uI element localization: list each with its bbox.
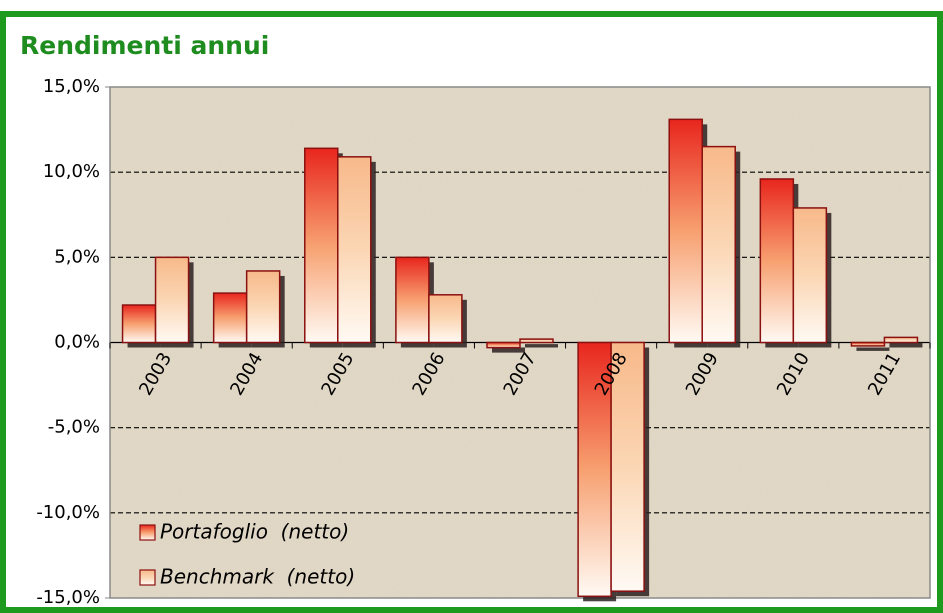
y-tick-label: -5,0% (48, 417, 100, 438)
bar (759, 178, 795, 344)
bar (486, 341, 521, 349)
bar (850, 341, 886, 347)
bar-shadow (889, 342, 923, 348)
bar (883, 336, 919, 344)
bar (395, 256, 430, 344)
bar (337, 156, 372, 344)
bar (245, 270, 281, 344)
bar (212, 292, 248, 344)
bar (668, 118, 703, 344)
y-tick-label: -15,0% (36, 587, 100, 608)
bar (304, 147, 339, 344)
bar (154, 256, 190, 344)
bar-shadow (856, 347, 890, 351)
legend-label: Benchmark (netto) (160, 565, 355, 589)
bar (610, 341, 645, 592)
y-tick-label: 5,0% (54, 246, 100, 267)
y-tick-label: -10,0% (36, 502, 100, 523)
bar-shadow (492, 347, 525, 353)
bar (121, 304, 157, 344)
legend-label: Portafoglio (netto) (160, 520, 349, 544)
legend-swatch (139, 524, 156, 541)
bar (428, 294, 463, 344)
legend-swatch (139, 569, 156, 586)
y-tick-label: 15,0% (43, 76, 100, 97)
bar (519, 338, 554, 344)
y-tick-label: 0,0% (54, 332, 100, 353)
bar-shadow (525, 344, 558, 348)
bar (577, 341, 612, 598)
bar (792, 207, 828, 344)
y-tick-label: 10,0% (43, 161, 100, 182)
bar (701, 145, 736, 344)
chart-title: Rendimenti annui (20, 31, 269, 60)
